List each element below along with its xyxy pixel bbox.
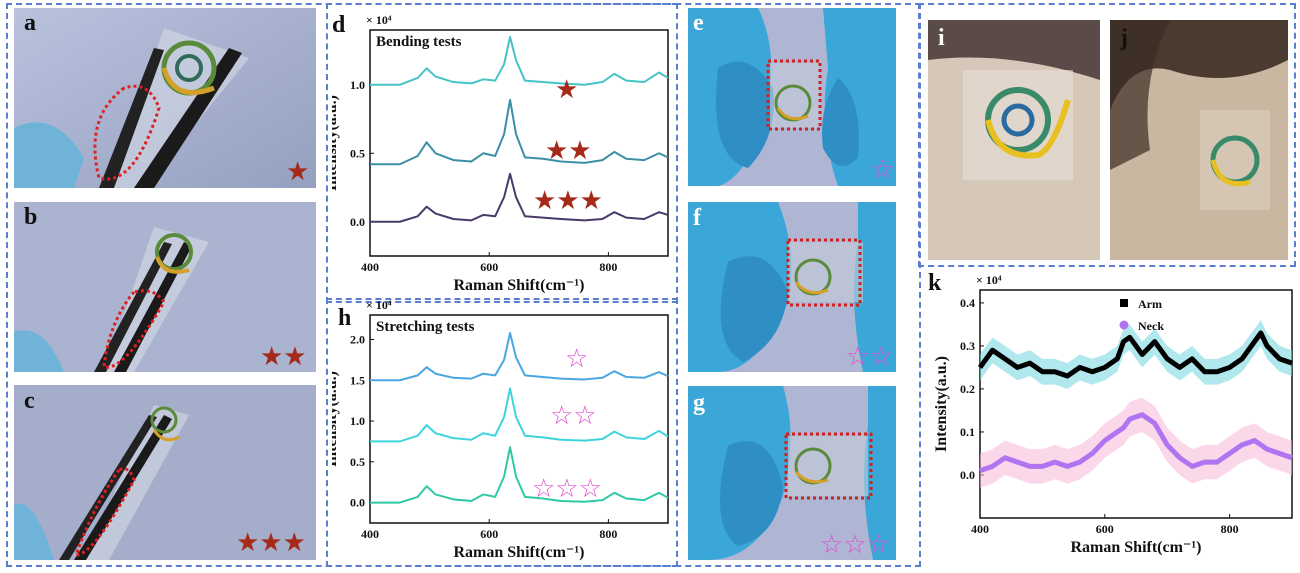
stars-d-two: ★★ [545,136,592,165]
frame-right-group [918,3,1296,267]
y-tick-label: 0.5 [350,455,365,469]
panel-label-c: c [24,388,35,414]
stars-d-one: ★ [555,75,579,104]
x-axis-label: Raman Shift(cm⁻¹) [453,277,584,294]
photo-e-image [688,8,896,186]
photo-b [14,202,316,372]
frame-plot-d [326,3,678,303]
x-tick-label: 600 [480,260,498,274]
panel-label-i: i [938,25,945,51]
stars-d-three: ★★★ [533,186,603,215]
axis-multiplier: × 10⁴ [366,13,392,27]
chart-d: × 10⁴ 400 600 800 0.0 0.5 1.0 Raman Shift(cm⁻¹)… [323,6,672,296]
chart-d-svg: × 10⁴ 400 600 800 0.0 0.5 1.0 Raman Shift(cm⁻¹)… [323,13,669,294]
plot-frame [369,29,669,257]
series-line [977,330,1293,379]
photo-j-image [1110,20,1288,260]
y-tick-label: 0.4 [960,296,975,310]
y-tick-label: 1.0 [350,78,365,92]
x-tick-label: 600 [480,527,498,541]
chart-k: × 10⁴ 400 600 800 0.0 0.1 0.2 0.3 0.4 Raman Shift… [920,268,1298,568]
panel-label-g: g [693,390,705,416]
chart-k-svg: × 10⁴ 400 600 800 0.0 0.1 0.2 0.3 0.4 Raman Shift… [933,273,1293,556]
y-axis-label: Intensity(a.u.) [933,356,950,452]
x-axis-label: Raman Shift(cm⁻¹) [453,544,584,561]
chart-title: Stretching tests [376,319,475,335]
y-tick-label: 0.1 [960,425,975,439]
legend-label: Neck [1138,319,1164,333]
y-tick-label: 1.5 [350,373,365,387]
frame-plot-h [326,298,678,567]
x-tick-label: 800 [599,527,617,541]
x-tick-label: 400 [971,522,989,536]
x-tick-label: 400 [361,260,379,274]
x-tick-label: 800 [1221,522,1239,536]
photo-a [14,8,316,188]
photo-f [688,202,896,372]
photo-g-image [688,386,896,560]
series-line [370,98,669,166]
y-tick-label: 0.0 [960,468,975,482]
legend-marker [1119,320,1129,330]
panel-label-b: b [24,204,38,230]
panel-label-e: e [693,10,704,36]
photo-b-image [14,202,316,372]
panel-label-d: d [332,12,346,38]
photo-c [14,385,316,560]
chart-title: Bending tests [376,34,462,50]
series-line [370,172,669,223]
x-tick-label: 400 [361,527,379,541]
plot-frame [369,314,669,524]
plot-frame [979,289,1293,519]
stars-h-three: ☆☆☆ [532,474,602,503]
y-tick-label: 0.2 [960,382,975,396]
panel-label-a: a [24,10,36,36]
axis-multiplier: × 10⁴ [976,273,1002,287]
panel-label-f: f [693,205,701,231]
photo-e [688,8,896,186]
x-tick-label: 600 [1096,522,1114,536]
photo-j [1110,20,1288,260]
y-tick-label: 0.5 [350,146,365,160]
series-line [370,446,669,504]
stars-e: ☆ [871,155,895,184]
photo-a-image [14,8,316,188]
y-axis-label: Intensity(a.u.) [332,371,340,467]
y-tick-label: 2.0 [350,332,365,346]
panel-label-j: j [1120,25,1128,51]
stars-h-two: ☆☆ [550,401,597,430]
photo-f-image [688,202,896,372]
stars-g: ☆☆☆ [820,530,890,559]
x-axis-label: Raman Shift(cm⁻¹) [1070,539,1201,556]
chart-h-svg: × 10⁴ 400 600 800 0.0 0.5 1.0 1.5 2.0 Raman Shift… [323,298,669,561]
panel-label-h: h [338,305,352,331]
series-line [370,331,669,382]
series-line [979,412,1293,474]
y-axis-label: Intensity(a.u.) [332,95,340,191]
y-tick-label: 0.3 [960,339,975,353]
photo-c-image [14,385,316,560]
panel-label-k: k [928,270,942,296]
series-line [370,387,669,443]
photo-i [928,20,1100,260]
legend-label: Arm [1138,297,1162,311]
y-tick-label: 0.0 [350,215,365,229]
photo-i-image [928,20,1100,260]
legend-marker [1120,299,1128,307]
series-line [370,35,669,86]
chart-h: × 10⁴ 400 600 800 0.0 0.5 1.0 1.5 2.0 Raman Shift… [323,285,672,567]
stars-b: ★★ [260,342,307,371]
y-tick-label: 0.0 [350,496,365,510]
stars-h-one: ☆ [565,344,589,373]
x-tick-label: 800 [599,260,617,274]
stars-c: ★★★ [236,528,306,557]
axis-multiplier: × 10⁴ [366,298,392,312]
stars-f: ☆☆ [846,342,893,371]
y-tick-label: 1.0 [350,414,365,428]
photo-g [688,386,896,560]
stars-a: ★ [286,157,310,186]
